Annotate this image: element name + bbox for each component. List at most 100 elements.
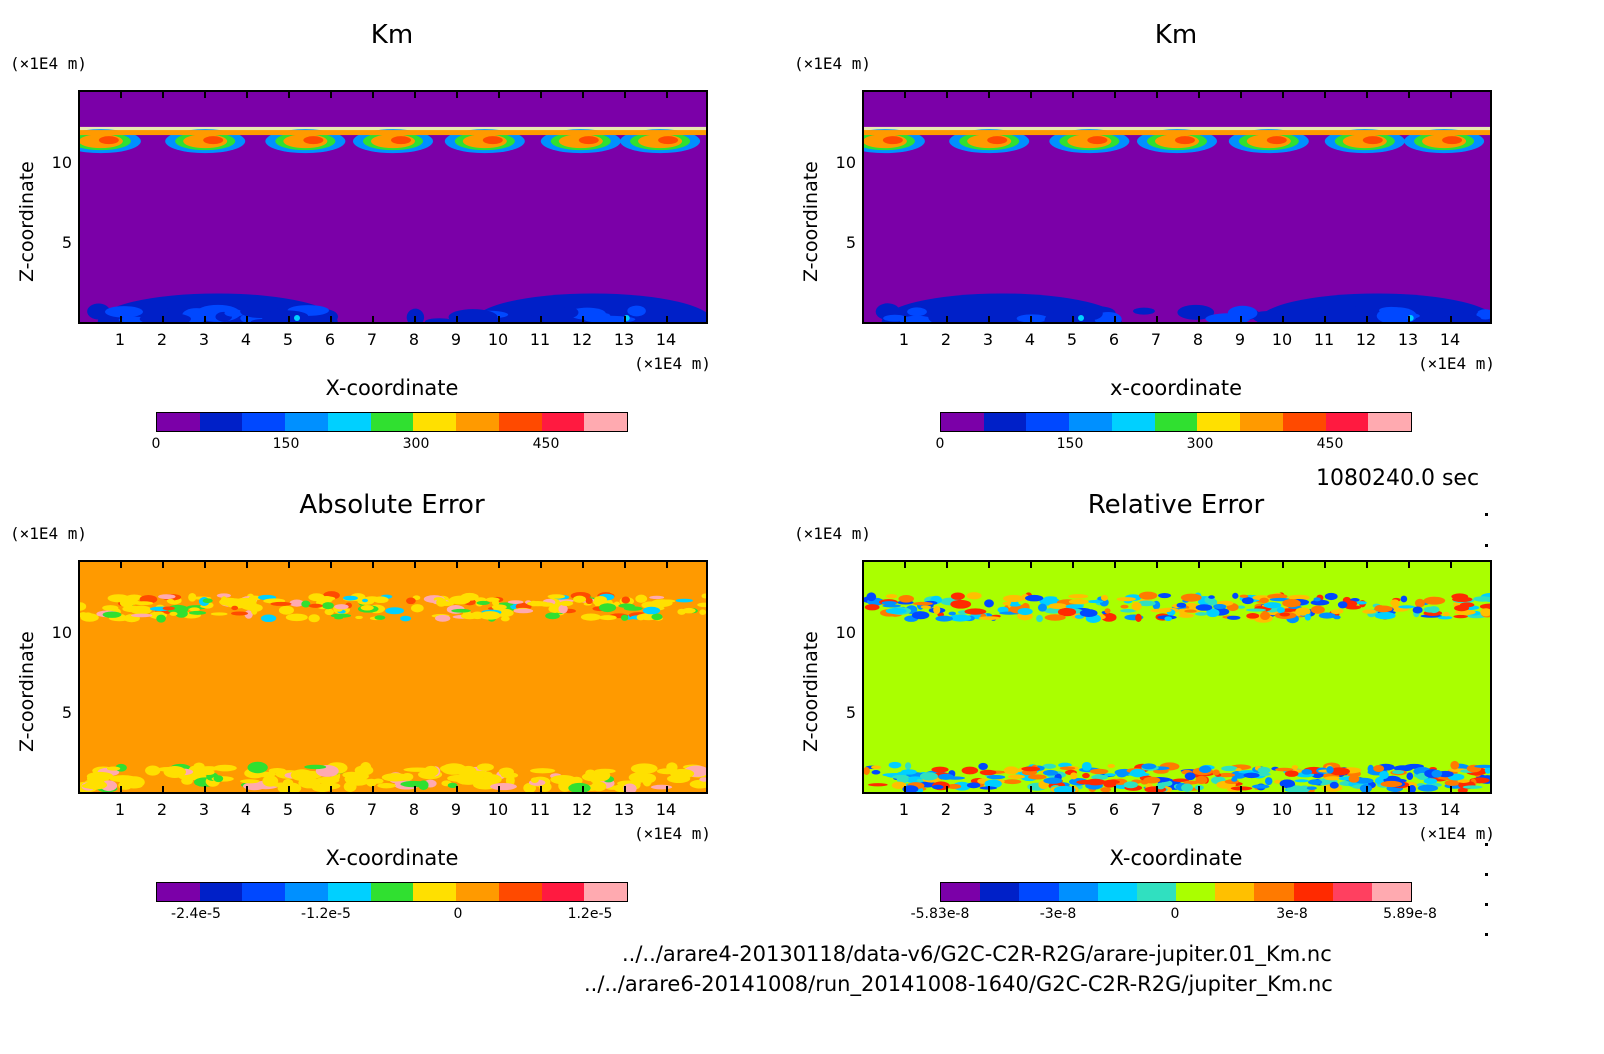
- x-tick-mark: [1450, 316, 1452, 324]
- error-cell: [871, 770, 881, 775]
- x-tick-mark: [1114, 316, 1116, 324]
- error-cell: [109, 775, 137, 783]
- error-cell: [1176, 602, 1187, 608]
- error-cell: [285, 613, 308, 622]
- error-cell: [423, 765, 439, 777]
- error-cell: [1362, 609, 1377, 614]
- colorbar-swatch: [941, 413, 984, 431]
- x-tick-mark-top: [246, 90, 248, 98]
- chart-panel: Km (×1E4 m) Z-coordinate 1 2 3 4 5 6 7 8 9 10 11 12 13 1…: [784, 0, 1564, 470]
- x-tick-label: 6: [324, 800, 336, 819]
- error-cell: [599, 615, 617, 621]
- error-cell: [870, 765, 882, 770]
- error-cell: [1235, 768, 1242, 772]
- error-cell: [301, 600, 311, 608]
- colorbar-label: -3e-8: [1039, 906, 1077, 922]
- error-cell: [355, 615, 363, 620]
- x-tick-label: 7: [366, 330, 378, 349]
- error-cell: [243, 782, 266, 791]
- error-cell: [1313, 597, 1321, 602]
- colorbar-swatch: [1215, 883, 1255, 901]
- error-cell: [1135, 613, 1142, 622]
- error-cell: [964, 608, 987, 615]
- x-tick-mark: [498, 786, 500, 794]
- colorbar-swatch: [327, 413, 371, 431]
- error-cell: [620, 614, 629, 621]
- bottom-cell: [1476, 309, 1490, 320]
- x-tick-label: 5: [1066, 800, 1078, 819]
- error-cell: [1232, 592, 1239, 599]
- error-cell: [1116, 597, 1136, 602]
- error-cell: [156, 614, 166, 623]
- x-tick-label: 14: [655, 800, 677, 819]
- error-cell: [1301, 769, 1313, 775]
- x-tick-label: 11: [529, 800, 551, 819]
- x-tick-label: 6: [1108, 330, 1120, 349]
- margin-dot: [1485, 513, 1488, 516]
- error-cell: [1158, 592, 1172, 599]
- error-cell: [189, 607, 200, 612]
- error-cell: [701, 593, 706, 599]
- error-cell: [377, 783, 396, 789]
- bottom-cell: [139, 312, 191, 322]
- x-tick-mark-top: [498, 560, 500, 568]
- error-cell: [1414, 598, 1425, 608]
- margin-dot: [1485, 544, 1488, 547]
- error-cell: [900, 769, 917, 775]
- x-axis-label: x-coordinate: [1109, 376, 1242, 400]
- error-cell: [979, 769, 997, 776]
- error-cell: [1408, 784, 1416, 792]
- error-cell: [1021, 766, 1041, 772]
- x-tick-mark-top: [540, 560, 542, 568]
- x-tick-label: 14: [655, 330, 677, 349]
- x-tick-label: 14: [1439, 800, 1461, 819]
- x-tick-mark-top: [1450, 560, 1452, 568]
- field-background: [80, 92, 706, 322]
- colorbar-swatch: [1240, 413, 1283, 431]
- error-cell: [916, 778, 924, 783]
- error-cell: [1263, 602, 1282, 609]
- error-cell: [1450, 760, 1460, 770]
- x-tick-mark-top: [1198, 560, 1200, 568]
- colorbar-swatch: [285, 413, 328, 431]
- colorbar-swatch: [370, 413, 414, 431]
- error-cell: [1306, 786, 1317, 790]
- error-cell: [1284, 770, 1299, 777]
- x-tick-mark-top: [904, 90, 906, 98]
- x-unit-label: (×1E4 m): [1418, 354, 1496, 373]
- colorbar-swatch: [1026, 413, 1070, 431]
- bottom-cell: [406, 308, 425, 322]
- error-cell: [635, 594, 648, 603]
- error-cell: [530, 768, 556, 774]
- bottom-cell: [1376, 307, 1417, 322]
- error-cell: [670, 768, 695, 779]
- error-cell: [986, 775, 1006, 780]
- error-cell: [1089, 768, 1109, 775]
- error-cell: [1393, 765, 1414, 772]
- bottom-spot: [294, 315, 301, 321]
- error-cell: [946, 784, 962, 790]
- error-cell: [1082, 772, 1090, 779]
- colorbar-swatch: [1325, 413, 1369, 431]
- x-tick-label: 9: [1234, 330, 1246, 349]
- x-tick-mark-top: [1114, 560, 1116, 568]
- colorbar-swatch: [285, 883, 328, 901]
- error-cell: [1104, 773, 1117, 777]
- x-tick-mark: [540, 786, 542, 794]
- x-tick-label: 2: [156, 330, 168, 349]
- error-cell: [1367, 764, 1374, 774]
- error-cell: [83, 612, 93, 619]
- error-cell: [1198, 765, 1212, 774]
- error-cell: [1390, 599, 1400, 607]
- error-cell: [188, 610, 207, 615]
- colorbar-swatch: [242, 883, 286, 901]
- colorbar-swatch: [1058, 883, 1098, 901]
- error-cell: [1241, 597, 1254, 605]
- error-cell: [594, 595, 607, 604]
- x-tick-mark-top: [946, 560, 948, 568]
- x-axis-label: X-coordinate: [325, 376, 459, 400]
- error-cell: [1043, 777, 1063, 784]
- error-cell: [898, 595, 915, 603]
- error-cell: [411, 604, 424, 613]
- x-tick-mark-top: [988, 560, 990, 568]
